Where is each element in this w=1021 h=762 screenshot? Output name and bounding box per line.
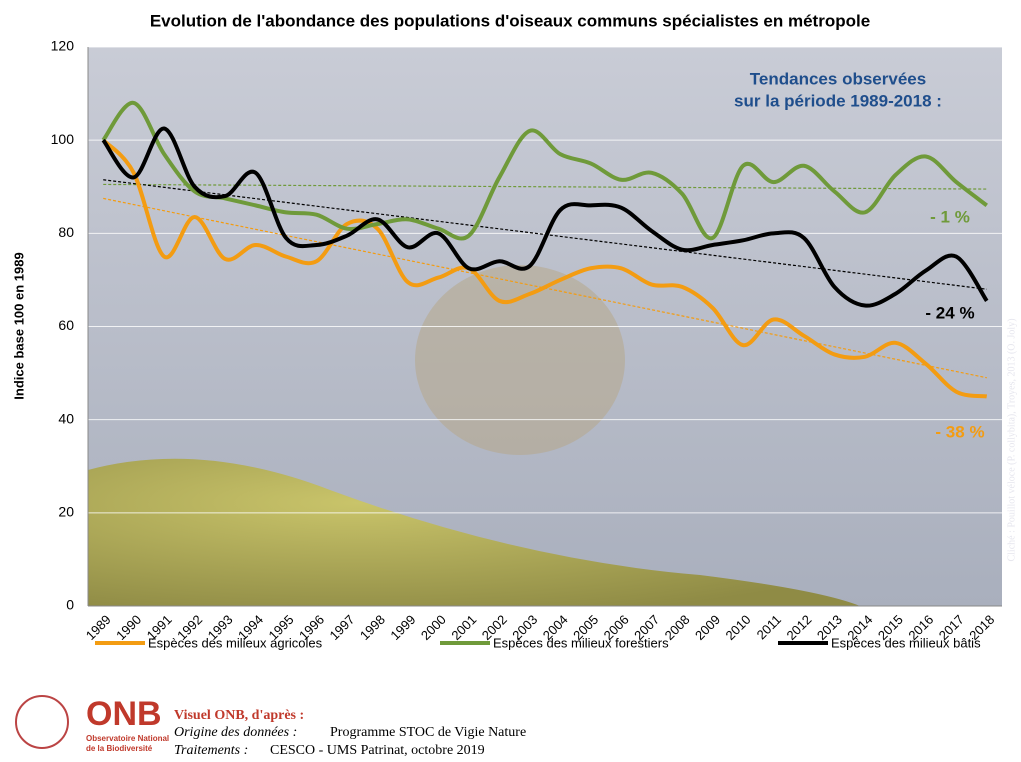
logo-circle [16, 696, 68, 748]
x-tick-label: 1989 [83, 612, 114, 643]
x-tick-label: 1997 [326, 612, 357, 643]
y-tick-label: 20 [58, 504, 74, 520]
x-tick-label: 2009 [692, 612, 723, 643]
x-tick-label: 2012 [783, 612, 814, 643]
x-tick-label: 2001 [448, 612, 479, 643]
trend-label: - 38 % [935, 422, 984, 441]
annotation: sur la période 1989-2018 : [734, 91, 942, 110]
chart-title: Evolution de l'abondance des populations… [150, 11, 870, 30]
legend-label: Espèces des milieux agricoles [148, 635, 323, 650]
x-tick-label: 2010 [723, 612, 754, 643]
footer-line: Visuel ONB, d'après : [174, 708, 304, 723]
photo-bird [415, 265, 625, 455]
trend-label: - 24 % [925, 303, 974, 322]
trend-label: - 1 % [930, 207, 970, 226]
annotation: Tendances observées [750, 69, 926, 88]
legend-label: Espèces des milieux bâtis [831, 635, 981, 650]
x-tick-label: 1998 [357, 612, 388, 643]
chart: Evolution de l'abondance des populations… [0, 0, 1021, 762]
y-tick-label: 120 [51, 38, 75, 54]
photo-credit: Cliché : Pouillot véloce (P. collybita),… [1006, 318, 1017, 561]
footer: ONB Observatoire National de la Biodiver… [16, 695, 526, 758]
footer-text: Programme STOC de Vigie Nature [330, 725, 526, 740]
y-tick-label: 0 [66, 597, 74, 613]
footer-label: Origine des données : [174, 725, 297, 740]
y-tick-label: 40 [58, 410, 74, 426]
footer-text: CESCO - UMS Patrinat, octobre 2019 [270, 743, 485, 758]
logo-sub: Observatoire National [86, 734, 169, 743]
y-tick-label: 60 [58, 317, 74, 333]
y-tick-label: 80 [58, 224, 74, 240]
y-tick-label: 100 [51, 131, 75, 147]
logo-sub: de la Biodiversité [86, 744, 153, 753]
x-tick-label: 2000 [418, 612, 449, 643]
legend-label: Espèces des milieux forestiers [493, 635, 669, 650]
footer-label: Traitements : [174, 743, 248, 758]
x-tick-label: 1990 [113, 612, 144, 643]
logo: ONB [86, 695, 162, 733]
x-tick-label: 1999 [387, 612, 418, 643]
x-tick-label: 2011 [754, 612, 784, 642]
y-axis-label: Indice base 100 en 1989 [11, 252, 26, 399]
